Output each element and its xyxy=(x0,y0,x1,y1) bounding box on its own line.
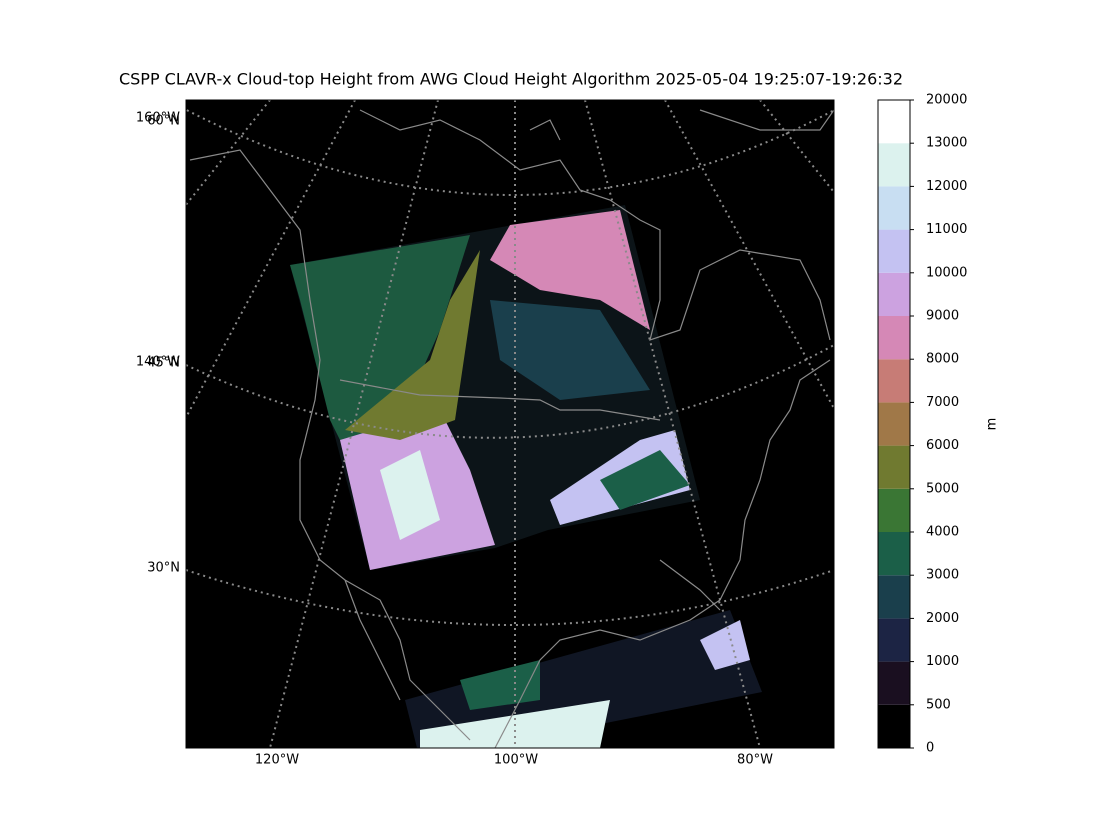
colorbar-segment xyxy=(878,316,910,360)
colorbar-segment xyxy=(878,143,910,187)
colorbar: 0 500 1000 2000 3000 4000 5000 6000 7000 8000 9000… xyxy=(877,93,967,756)
colorbar-segment xyxy=(878,272,910,316)
graticule xyxy=(186,344,834,439)
cloud xyxy=(290,235,470,470)
colorbar-segment xyxy=(878,100,910,144)
lon-label: 140°W xyxy=(136,355,180,370)
colorbar-frame xyxy=(877,99,911,749)
colorbar-tick-label: 5000 xyxy=(926,481,959,496)
title: CSPP CLAVR-x Cloud-top Height from AWG C… xyxy=(119,70,903,89)
lat-label: 30°N xyxy=(147,561,180,576)
colorbar-tick-label: 3000 xyxy=(926,568,959,583)
lon-label: 100°W xyxy=(494,753,538,768)
lon-label: 160°W xyxy=(136,111,180,126)
lat-label: 60°N xyxy=(147,114,180,129)
colorbar-tick-label: 11000 xyxy=(926,222,967,237)
colorbar-segment xyxy=(878,445,910,489)
colorbar-tick-label: 4000 xyxy=(926,525,959,540)
cloud xyxy=(600,450,690,510)
cloud xyxy=(380,450,440,540)
colorbar-segment xyxy=(878,532,910,576)
colorbar-segment xyxy=(878,488,910,532)
colorbar-tick-label: 0 xyxy=(926,741,934,756)
cloud xyxy=(700,620,750,670)
colorbar-tick-label: 2000 xyxy=(926,611,959,626)
colorbar-tick-label: 12000 xyxy=(926,179,967,194)
cloud xyxy=(490,300,650,400)
colorbar-segment xyxy=(878,618,910,662)
colorbar-tick-label: 10000 xyxy=(926,265,967,280)
coastline xyxy=(359,109,834,341)
colorbar-tick-label: 20000 xyxy=(926,93,967,108)
lon-label: 120°W xyxy=(255,753,299,768)
colorbar-segment xyxy=(878,359,910,403)
colorbar-segment xyxy=(878,229,910,273)
colorbar-tick-label: 8000 xyxy=(926,352,959,367)
colorbar-segment xyxy=(878,704,910,748)
colorbar-tick-label: 7000 xyxy=(926,395,959,410)
border xyxy=(339,379,661,421)
colorbar-tick-label: 1000 xyxy=(926,654,959,669)
colorbar-tick-label: 9000 xyxy=(926,309,959,324)
colorbar-tick-label: 6000 xyxy=(926,438,959,453)
map-frame xyxy=(185,99,835,749)
colorbar-segment xyxy=(878,186,910,230)
colorbar-segment xyxy=(878,661,910,705)
cloud xyxy=(460,660,540,710)
graticule xyxy=(186,569,834,626)
cloud xyxy=(345,250,480,440)
graticule xyxy=(584,100,761,748)
colorbar-label: m xyxy=(985,418,1000,431)
swath xyxy=(405,610,762,748)
lat-label: 45°N xyxy=(147,356,180,371)
colorbar-tick-label: 500 xyxy=(926,697,951,712)
lon-label: 80°W xyxy=(737,753,773,768)
map: 160°W 60°N 140°W 45°N 30°N 120°W 100°W 8… xyxy=(136,99,835,768)
colorbar-segment xyxy=(878,402,910,446)
colorbar-tick-label: 13000 xyxy=(926,136,967,151)
cloud xyxy=(490,210,650,330)
colorbar-segment xyxy=(878,575,910,619)
